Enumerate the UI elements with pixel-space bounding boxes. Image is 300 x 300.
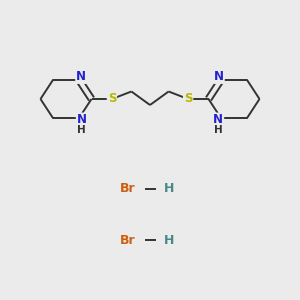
- Text: Br: Br: [120, 182, 135, 196]
- Text: H: H: [164, 182, 175, 196]
- Text: H: H: [77, 125, 86, 135]
- Text: N: N: [214, 70, 224, 83]
- Text: H: H: [164, 233, 175, 247]
- Text: N: N: [76, 70, 86, 83]
- Text: S: S: [108, 92, 116, 106]
- Text: H: H: [214, 125, 223, 135]
- Text: Br: Br: [120, 233, 135, 247]
- Text: N: N: [77, 113, 87, 127]
- Text: N: N: [213, 113, 223, 127]
- Text: S: S: [184, 92, 192, 106]
